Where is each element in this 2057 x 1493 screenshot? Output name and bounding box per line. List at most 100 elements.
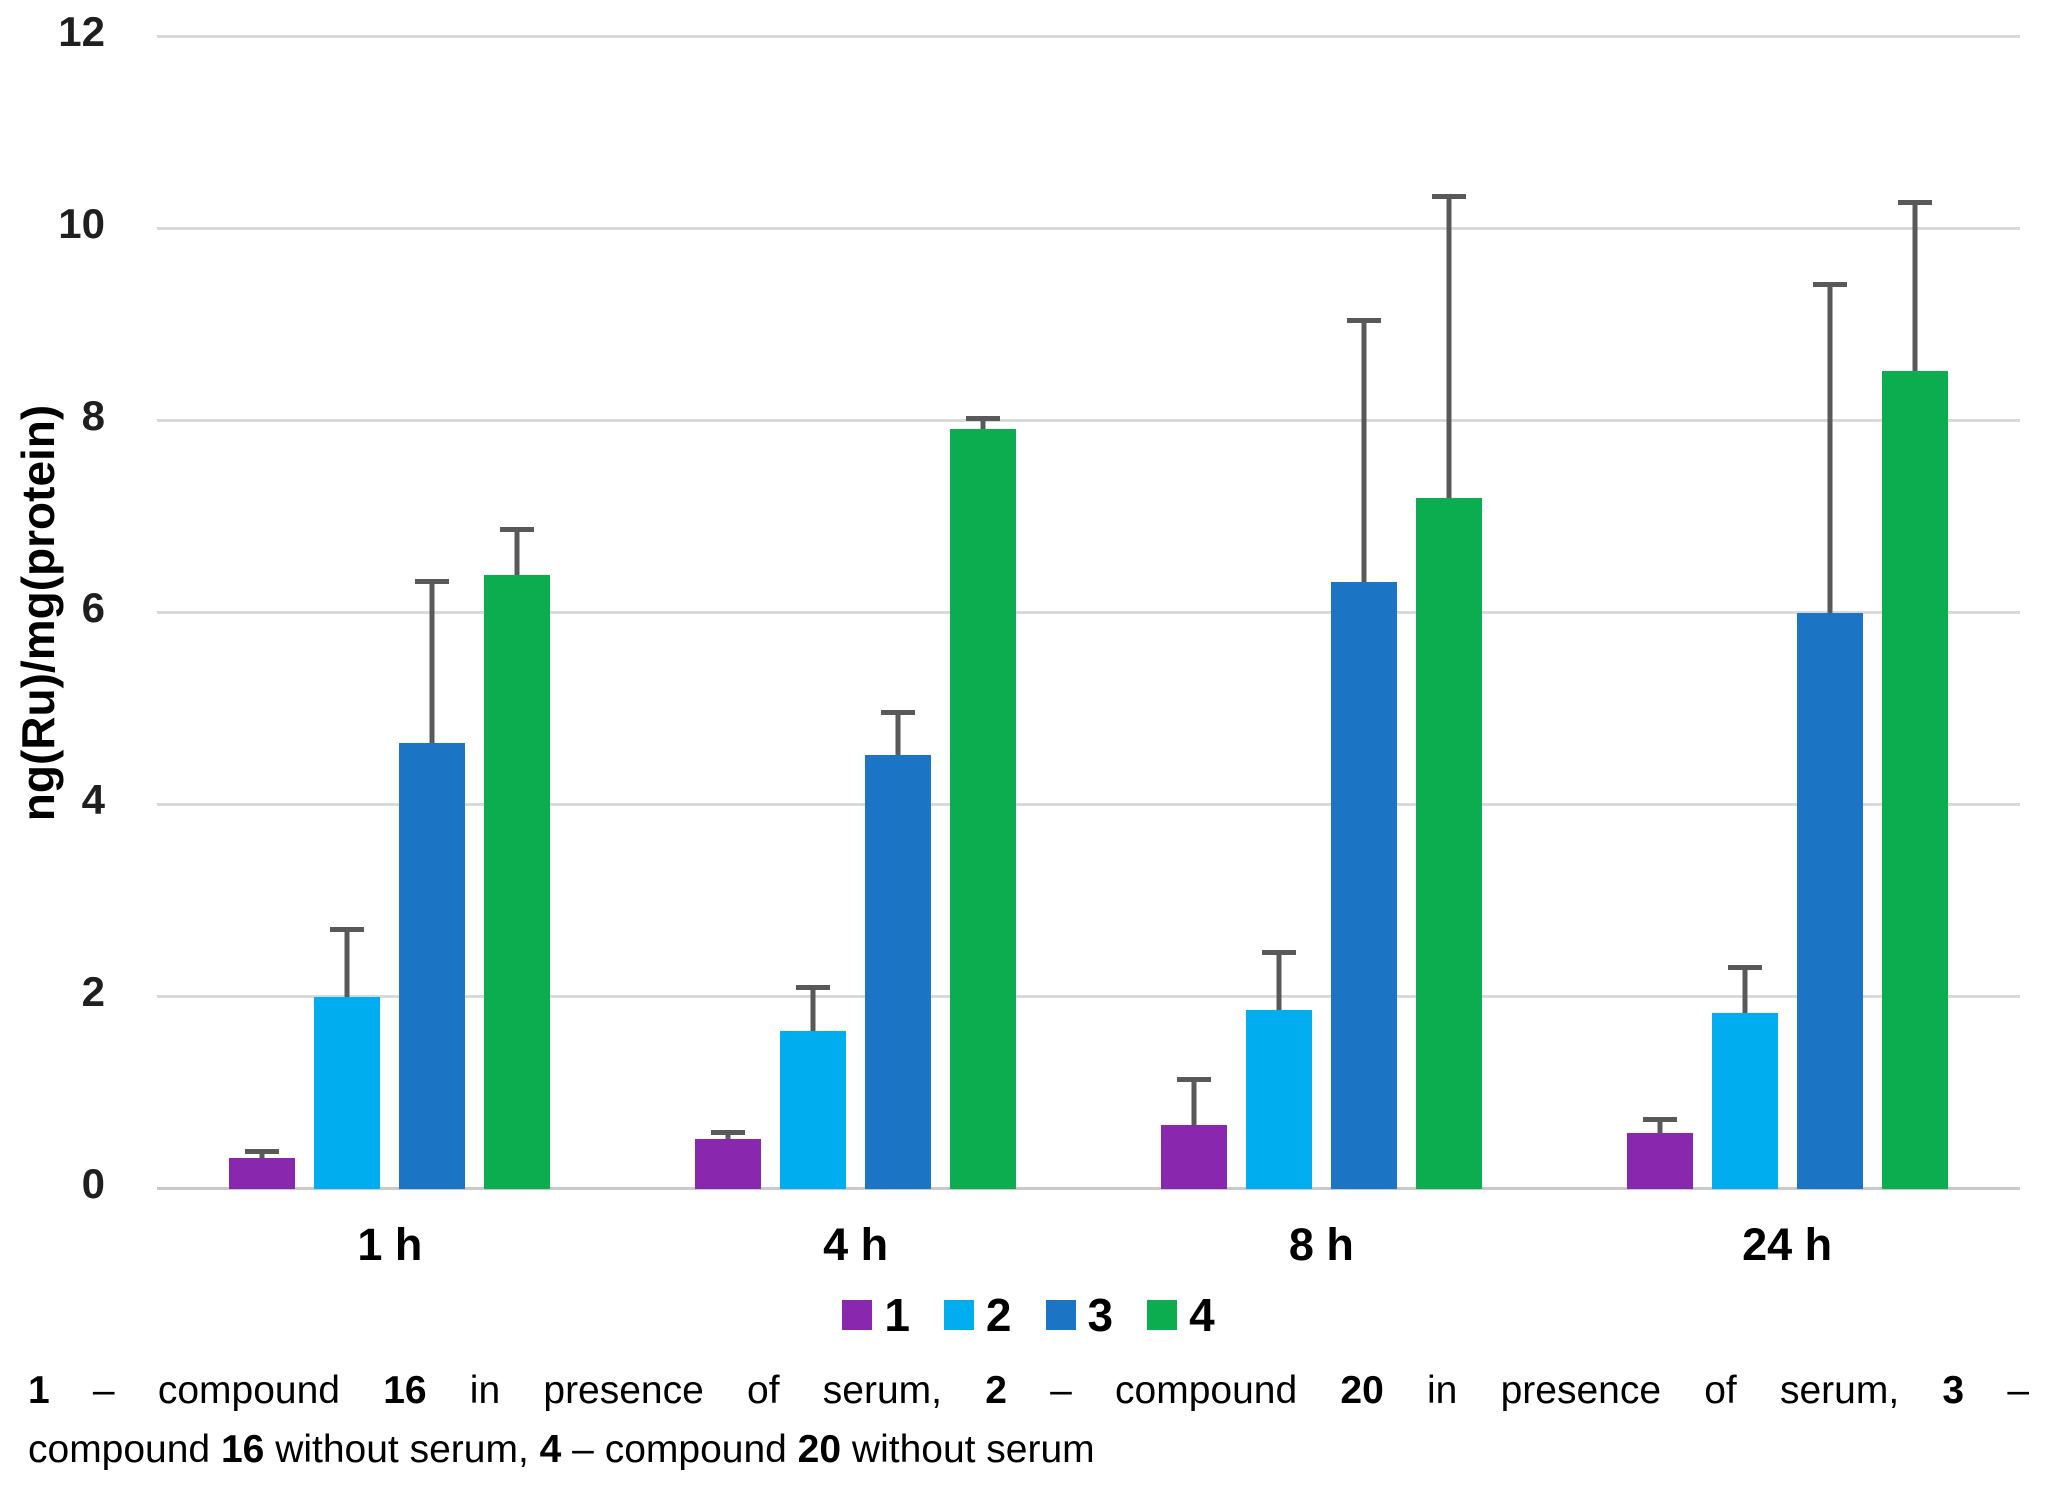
chart-legend: 1 2 3 4 [0, 1292, 2057, 1338]
error-bar [399, 579, 465, 743]
bar-series-4 [484, 574, 551, 1189]
caption-text: without serum [841, 1427, 1095, 1471]
bar-slot-series-1 [1160, 1076, 1227, 1189]
bar-slot-series-2 [314, 926, 381, 1189]
x-tick-label: 8 h [1288, 1219, 1354, 1270]
bar-slot-series-4 [950, 416, 1017, 1189]
bar-series-1 [229, 1158, 296, 1189]
bar-series-1 [695, 1139, 762, 1189]
legend-item-3: 3 [1045, 1289, 1114, 1341]
y-tick-label: 0 [81, 1160, 105, 1207]
bar-group-4h [623, 37, 1089, 1189]
caption-text: in presence of serum, [1383, 1369, 1943, 1412]
error-bar-cap [881, 709, 916, 715]
gridline [157, 419, 2020, 422]
error-bar-stem [1276, 949, 1282, 1011]
bar-series-3 [1330, 582, 1397, 1189]
error-bar-stem [1912, 200, 1918, 372]
bar-series-1 [1626, 1133, 1693, 1189]
error-bar-stem [1657, 1117, 1663, 1134]
error-bar-stem [980, 416, 986, 429]
error-bar [1627, 1117, 1693, 1134]
caption-bold-term: 1 [28, 1369, 50, 1412]
legend-item-2: 2 [943, 1289, 1012, 1341]
caption-bold-term: 16 [383, 1369, 427, 1412]
error-bar-cap [1727, 965, 1762, 971]
error-bar [484, 526, 550, 575]
legend-swatch-icon [943, 1300, 974, 1330]
bar-slot-series-1 [229, 1148, 296, 1189]
bar-series-4 [1415, 497, 1482, 1189]
legend-swatch-icon [1045, 1300, 1076, 1330]
error-bar-stem [1742, 965, 1748, 1014]
bar-series-4 [1881, 371, 1948, 1189]
error-bar [1882, 200, 1948, 372]
caption-bold-term: 16 [220, 1427, 265, 1471]
gridline [157, 995, 2020, 998]
error-bar-stem [895, 709, 901, 756]
x-tick-label: 1 h [357, 1219, 423, 1270]
legend-swatch-icon [842, 1300, 873, 1330]
error-bar-cap [1431, 193, 1466, 199]
bar-group-1h [157, 37, 623, 1189]
gridline [157, 227, 2020, 230]
error-bar-cap [1812, 281, 1847, 287]
bar-slot-series-3 [1330, 318, 1397, 1189]
bar-series-2 [780, 1030, 847, 1189]
caption-line-1: 1 – compound 16 in presence of serum, 2 … [28, 1362, 2029, 1421]
error-bar [314, 926, 380, 997]
legend-item-1: 1 [842, 1292, 910, 1338]
legend-label: 1 [884, 1289, 910, 1341]
bar-series-4 [950, 428, 1017, 1189]
error-bar [1416, 193, 1482, 498]
bar-series-3 [399, 742, 466, 1189]
error-bar-cap [1897, 200, 1932, 206]
error-bar-stem [1191, 1076, 1197, 1125]
bar-slot-series-1 [1626, 1117, 1693, 1189]
bar-slot-series-2 [780, 984, 847, 1189]
figure-caption: 1 – compound 16 in presence of serum, 2 … [28, 1362, 2029, 1479]
error-bar [1161, 1076, 1227, 1125]
x-axis-line [157, 1187, 2020, 1190]
bar-slot-series-2 [1245, 949, 1312, 1189]
error-bar [1712, 965, 1778, 1014]
caption-bold-term: 3 [1942, 1369, 1965, 1412]
caption-bold-term: 20 [1340, 1369, 1384, 1412]
bar-group-24h [1554, 37, 2020, 1189]
bar-series-2 [1711, 1013, 1778, 1189]
caption-bold-term: 4 [539, 1427, 562, 1471]
error-bar-stem [1446, 193, 1452, 498]
y-tick-label: 10 [58, 200, 105, 247]
bar-group-8h [1089, 37, 1555, 1189]
legend-label: 3 [1087, 1289, 1114, 1341]
bar-series-3 [865, 755, 932, 1189]
error-bar-stem [429, 579, 435, 743]
error-bar-cap [1176, 1076, 1211, 1082]
error-bar-cap [796, 984, 831, 990]
bar-series-1 [1160, 1124, 1227, 1189]
bar-slot-series-2 [1711, 965, 1778, 1189]
gridline [157, 35, 2020, 38]
error-bar-stem [514, 526, 520, 575]
y-tick-label: 6 [81, 584, 105, 631]
caption-text: – compound [1006, 1369, 1341, 1412]
error-bar-cap [711, 1129, 746, 1135]
legend-label: 4 [1189, 1289, 1215, 1341]
error-bar [1331, 318, 1397, 583]
caption-text: in presence of serum, [426, 1369, 986, 1412]
bar-slot-series-4 [484, 526, 551, 1189]
bar-slot-series-4 [1881, 200, 1948, 1189]
error-bar-stem [810, 984, 816, 1031]
caption-text: – [1964, 1369, 2030, 1412]
y-tick-label: 12 [58, 8, 105, 55]
error-bar-cap [966, 416, 1001, 422]
error-bar [780, 984, 846, 1031]
legend-item-4: 4 [1147, 1292, 1215, 1338]
gridline [157, 803, 2020, 806]
error-bar-cap [1261, 949, 1296, 955]
error-bar [229, 1148, 295, 1159]
y-tick-label: 2 [81, 968, 105, 1015]
legend-label: 2 [985, 1289, 1012, 1341]
error-bar [865, 709, 931, 756]
caption-text: without serum, [264, 1427, 540, 1471]
